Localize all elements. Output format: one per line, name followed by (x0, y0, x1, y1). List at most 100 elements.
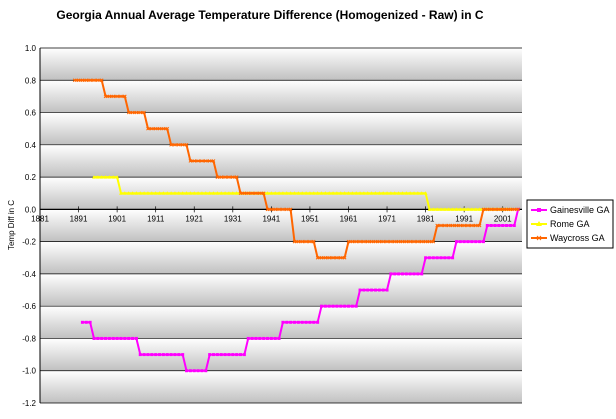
data-point (470, 223, 474, 228)
data-point (96, 336, 100, 340)
legend-item-rome-ga: Rome GA (531, 219, 590, 229)
data-point (99, 175, 104, 179)
data-point (381, 191, 386, 195)
y-tick-label: 0.4 (25, 141, 37, 150)
data-point (327, 304, 331, 308)
data-point (443, 256, 447, 260)
data-point (408, 239, 413, 244)
data-point (493, 224, 497, 227)
data-point (281, 207, 285, 212)
x-tick-label: 1891 (70, 214, 88, 223)
data-point (92, 78, 96, 83)
y-tick-label: 1.0 (25, 44, 37, 53)
data-point (246, 336, 250, 340)
y-tick-label: 0.2 (25, 173, 37, 182)
data-point (235, 353, 239, 357)
data-point (316, 320, 320, 324)
data-point (439, 256, 443, 260)
data-point (435, 207, 440, 211)
data-point (269, 191, 274, 195)
data-point (381, 288, 385, 292)
data-point (350, 191, 355, 195)
data-point (142, 110, 146, 115)
data-point (365, 191, 370, 195)
data-point (285, 320, 289, 324)
data-point (292, 191, 297, 195)
data-point (146, 126, 150, 131)
data-point (346, 191, 351, 195)
data-point (92, 336, 96, 340)
data-point (385, 288, 389, 292)
data-point (358, 288, 362, 292)
data-point (246, 191, 251, 196)
x-tick-label: 1931 (224, 214, 242, 223)
data-point (331, 191, 336, 195)
data-point (277, 191, 282, 195)
data-point (184, 191, 189, 195)
x-tick-label: 1921 (185, 214, 203, 223)
data-point (80, 320, 84, 324)
data-point (215, 175, 220, 179)
data-point (419, 239, 424, 244)
data-point (296, 191, 301, 195)
legend-marker (537, 208, 541, 212)
data-point (223, 353, 227, 357)
data-point (370, 288, 374, 292)
data-point (185, 369, 189, 373)
data-point (358, 239, 362, 244)
data-point (307, 191, 312, 195)
data-point (454, 223, 459, 228)
data-point (154, 353, 158, 357)
data-point (111, 175, 116, 179)
data-point (516, 207, 520, 212)
data-point (296, 320, 300, 324)
data-point (261, 191, 266, 196)
data-point (122, 191, 127, 195)
x-tick-label: 1971 (378, 214, 396, 223)
data-point (265, 207, 270, 212)
data-point (423, 191, 428, 195)
legend-marker (536, 235, 542, 241)
data-point (149, 191, 154, 195)
data-point (361, 191, 366, 195)
data-point (161, 191, 166, 195)
data-point (277, 207, 281, 212)
data-point (327, 191, 332, 195)
data-point (288, 207, 293, 212)
y-tick-label: -0.6 (22, 302, 36, 311)
data-point (192, 159, 197, 163)
data-point (504, 207, 509, 212)
data-point (273, 191, 278, 195)
data-point (304, 191, 309, 195)
data-point (258, 336, 262, 340)
data-point (446, 223, 451, 228)
data-point (157, 126, 162, 131)
data-point (203, 191, 208, 195)
data-point (300, 239, 305, 244)
data-point (412, 272, 416, 276)
data-point (84, 78, 89, 83)
data-point (412, 191, 417, 195)
x-tick-label: 1911 (147, 214, 165, 223)
legend-marker (536, 221, 542, 226)
data-point (366, 288, 370, 292)
data-point (416, 272, 420, 276)
data-point (254, 191, 258, 196)
data-point (219, 175, 224, 179)
y-tick-label: -1.2 (22, 399, 36, 408)
data-point (111, 94, 116, 99)
data-point (308, 239, 312, 244)
series-gainesville-ga (80, 207, 520, 373)
data-point (146, 353, 150, 357)
data-point (485, 224, 489, 227)
data-point (408, 272, 412, 276)
data-point (489, 224, 493, 227)
legend-label: Rome GA (550, 219, 590, 229)
data-point (493, 207, 497, 212)
data-point (269, 336, 273, 340)
data-point (396, 239, 401, 244)
data-point (250, 191, 254, 196)
data-point (153, 126, 158, 131)
data-point (288, 191, 293, 195)
plot-band (40, 370, 522, 403)
